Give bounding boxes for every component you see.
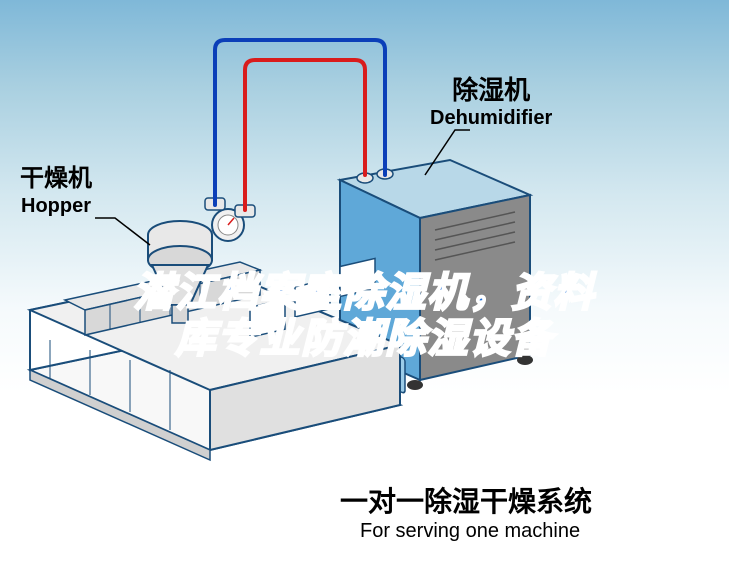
system-label: 一对一除湿干燥系统 For serving one machine (340, 485, 592, 543)
dehumidifier-label-en: Dehumidifier (430, 106, 552, 130)
hopper-label-en: Hopper (20, 194, 92, 218)
overlay-line-2: 库专业防潮除湿设备 (0, 316, 729, 362)
overlay-title: 潜江档案室除湿机，资料 库专业防潮除湿设备 (0, 270, 729, 362)
overlay-line-1: 潜江档案室除湿机，资料 (0, 270, 729, 316)
dehumidifier-label: 除湿机 Dehumidifier (430, 75, 552, 130)
hopper-label-cn: 干燥机 (20, 165, 92, 194)
dehumidifier-label-cn: 除湿机 (430, 75, 552, 106)
hopper-leader-line (95, 218, 150, 245)
system-label-en: For serving one machine (360, 519, 592, 543)
system-label-cn: 一对一除湿干燥系统 (340, 485, 592, 519)
hopper-label: 干燥机 Hopper (20, 165, 92, 218)
